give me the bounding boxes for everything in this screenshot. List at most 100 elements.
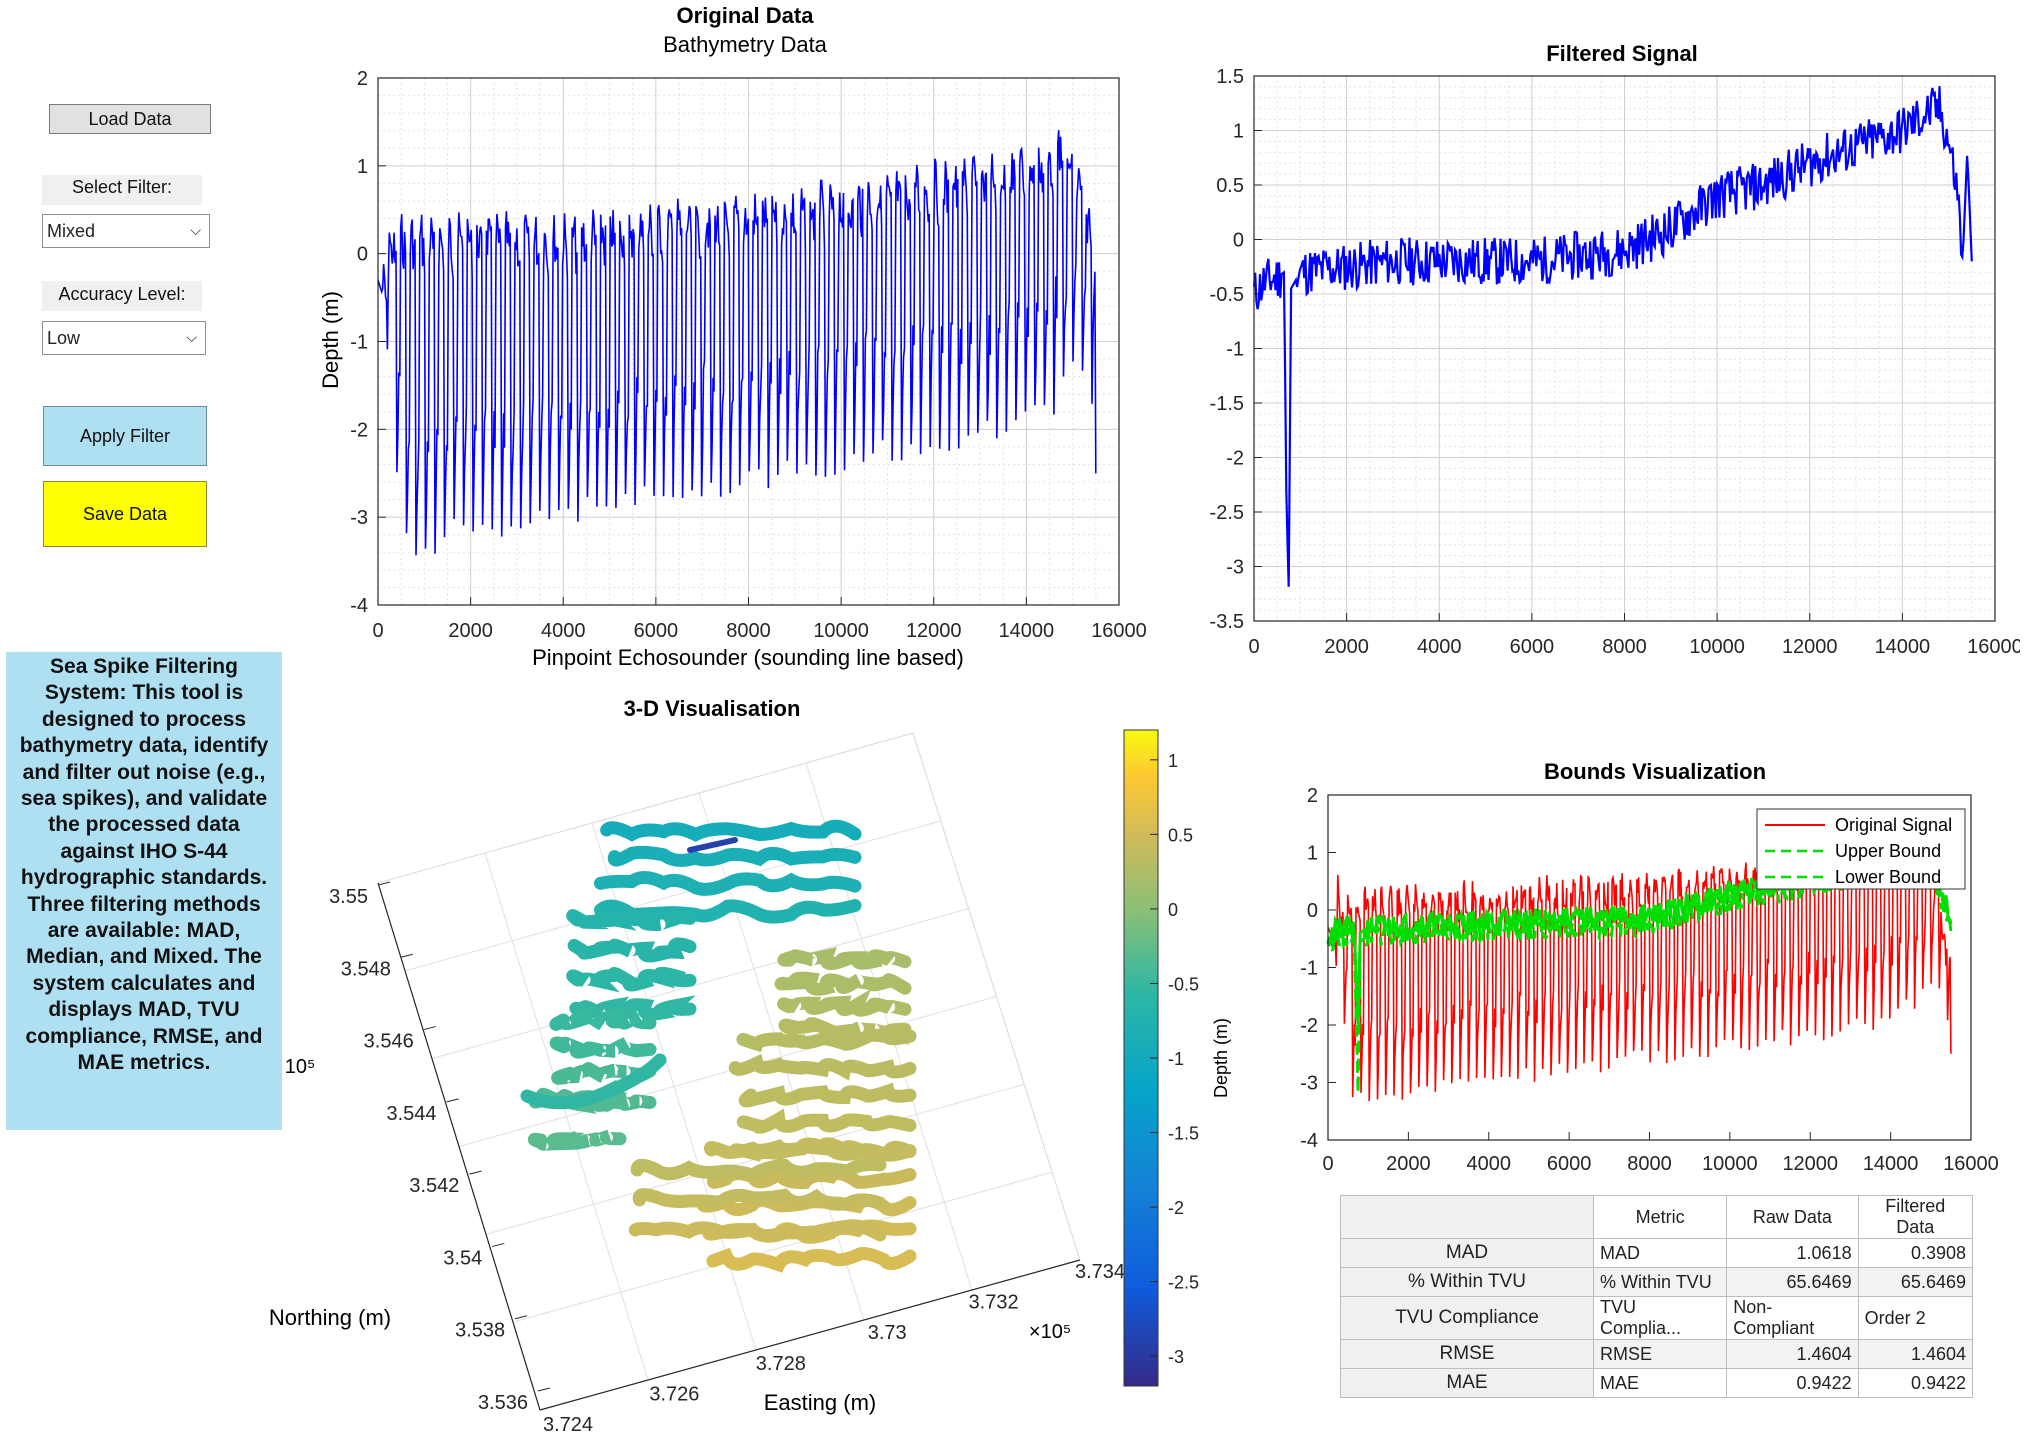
row-header: MAD <box>1340 1238 1594 1268</box>
table-cell[interactable]: Order 2 <box>1857 1296 1974 1340</box>
y-tick-label: 1 <box>1307 843 1318 865</box>
survey-track <box>594 871 862 896</box>
y-tick-label: -2.5 <box>1210 502 1244 524</box>
table-cell[interactable]: 0.3908 <box>1857 1238 1974 1268</box>
filtered-signal-chart: Filtered Signal 0 2000 4000 6000 8000 10000 12… <box>1210 41 2020 658</box>
colorbar-label: Depth (m) <box>1211 1018 1231 1098</box>
table-cell[interactable]: 0.9422 <box>1857 1368 1974 1398</box>
x-axis-label: Pinpoint Echosounder (sounding line base… <box>532 645 964 670</box>
y-tick-label: -4 <box>1300 1130 1318 1152</box>
series-line <box>1252 86 1973 587</box>
y-tick-label: 3.538 <box>455 1320 505 1342</box>
save-data-button[interactable]: Save Data <box>43 481 207 547</box>
row-header: RMSE <box>1340 1339 1594 1369</box>
y-tick-label: 0 <box>1307 900 1318 922</box>
x-tick-label: 16000 <box>1967 636 2020 658</box>
survey-track <box>736 1028 917 1053</box>
accuracy-dropdown[interactable]: Low ⌵ <box>42 321 206 355</box>
column-header: Metric <box>1592 1195 1728 1239</box>
x-tick-label: 14000 <box>1875 636 1931 658</box>
y-tick-label: 0 <box>357 244 368 266</box>
survey-track <box>736 1108 917 1134</box>
x-tick-label: 0 <box>1248 636 1259 658</box>
column-header: Filtered Data <box>1857 1195 1974 1239</box>
colorbar-ticks: 1 0.5 0 -0.5 -1 -1.5 -2 -2.5 -3 <box>1150 751 1199 1367</box>
table-cell[interactable]: MAE <box>1592 1368 1728 1398</box>
table-cell[interactable]: MAD <box>1592 1238 1728 1268</box>
table-cell[interactable]: 1.0618 <box>1726 1238 1859 1268</box>
load-data-button[interactable]: Load Data <box>49 104 211 134</box>
x-tick-label: 3.73 <box>868 1322 907 1344</box>
chart-title: Original Data <box>677 3 815 28</box>
x-tick-label: 2000 <box>1324 636 1369 658</box>
table-corner <box>1340 1195 1594 1239</box>
survey-track <box>632 1188 887 1211</box>
survey-track <box>703 1139 917 1162</box>
x-tick-label: 10000 <box>813 620 869 642</box>
survey-track <box>630 1157 887 1183</box>
x-tick-label: 3.726 <box>649 1383 699 1405</box>
chart-subtitle: Bathymetry Data <box>663 32 828 57</box>
legend-entry: Lower Bound <box>1835 867 1941 887</box>
y-tick-label: -3 <box>350 507 368 529</box>
x-tick-label: 14000 <box>999 620 1055 642</box>
plot-frame <box>1253 75 1996 622</box>
y-tick <box>515 1315 528 1320</box>
filter-dropdown[interactable]: Mixed ⌵ <box>42 214 210 248</box>
x-tick-label: 3.732 <box>969 1292 1019 1314</box>
x-axis-line <box>539 1259 1081 1411</box>
y-tick-label: -2 <box>1226 448 1244 470</box>
colorbar-tick-label: 0 <box>1168 900 1178 920</box>
y-tick <box>423 1026 436 1031</box>
x-tick-label: 3.734 <box>1075 1261 1125 1283</box>
chart-title: 3-D Visualisation <box>624 696 801 721</box>
filter-dropdown-value: Mixed <box>47 220 96 241</box>
table-cell[interactable]: 1.4604 <box>1857 1339 1974 1369</box>
table-cell[interactable]: 1.4604 <box>1726 1339 1859 1369</box>
y-tick-label: 3.536 <box>478 1392 528 1414</box>
accuracy-level-label: Accuracy Level: <box>42 281 202 311</box>
plot-area: 0 2000 4000 6000 8000 10000 12000 14000 16000 2 1 0… <box>350 68 1147 642</box>
survey-track <box>728 1053 917 1081</box>
y-exponent: 10⁵ <box>285 1056 316 1078</box>
grid-line <box>484 852 649 1381</box>
x-tick-label: 16000 <box>1091 620 1147 642</box>
table-cell[interactable]: 0.9422 <box>1726 1368 1859 1398</box>
column-header: Raw Data <box>1726 1195 1859 1239</box>
plot-frame <box>1327 794 1972 1141</box>
colorbar-tick-label: -0.5 <box>1168 974 1199 994</box>
x-tick-label: 8000 <box>726 620 771 642</box>
y-tick-label: 3.544 <box>387 1103 437 1125</box>
table-cell[interactable]: RMSE <box>1592 1339 1728 1369</box>
survey-track <box>607 845 862 867</box>
y-tick-label: -1 <box>350 332 368 354</box>
survey-track <box>777 988 912 1017</box>
y-tick-label: -1 <box>1226 339 1244 361</box>
table-cell[interactable]: Non-Compliant <box>1726 1296 1859 1340</box>
y-tick <box>469 1170 482 1175</box>
y-tick-label: -1 <box>1300 958 1318 980</box>
y-tick <box>446 1098 459 1103</box>
y-axis-line <box>377 882 541 1411</box>
y-tick-label: 1 <box>1233 121 1244 143</box>
x-tick-label: 6000 <box>1510 636 1555 658</box>
table-cell[interactable]: TVU Complia... <box>1592 1296 1728 1340</box>
colorbar-tick-label: -2 <box>1168 1198 1184 1218</box>
x-tick-label: 6000 <box>1547 1153 1592 1175</box>
legend-entry: Upper Bound <box>1835 841 1941 861</box>
chart-title: Filtered Signal <box>1546 41 1698 66</box>
apply-filter-button[interactable]: Apply Filter <box>43 406 207 466</box>
metrics-table: Metric Raw Data Filtered Data MAD MAD 1.… <box>1340 1195 1974 1398</box>
y-tick-label: 3.55 <box>329 886 368 908</box>
table-cell[interactable]: 65.6469 <box>1726 1267 1859 1297</box>
table-cell[interactable]: % Within TVU <box>1592 1267 1728 1297</box>
grid-line <box>404 820 941 972</box>
row-header: TVU Compliance <box>1340 1296 1594 1340</box>
survey-track <box>527 1129 627 1151</box>
y-tick <box>537 1387 551 1392</box>
table-cell[interactable]: 65.6469 <box>1857 1267 1974 1297</box>
colorbar-tick-label: -1.5 <box>1168 1124 1199 1144</box>
y-tick-label: -1.5 <box>1210 393 1244 415</box>
y-tick-label: -3 <box>1226 557 1244 579</box>
row-header: MAE <box>1340 1368 1594 1398</box>
